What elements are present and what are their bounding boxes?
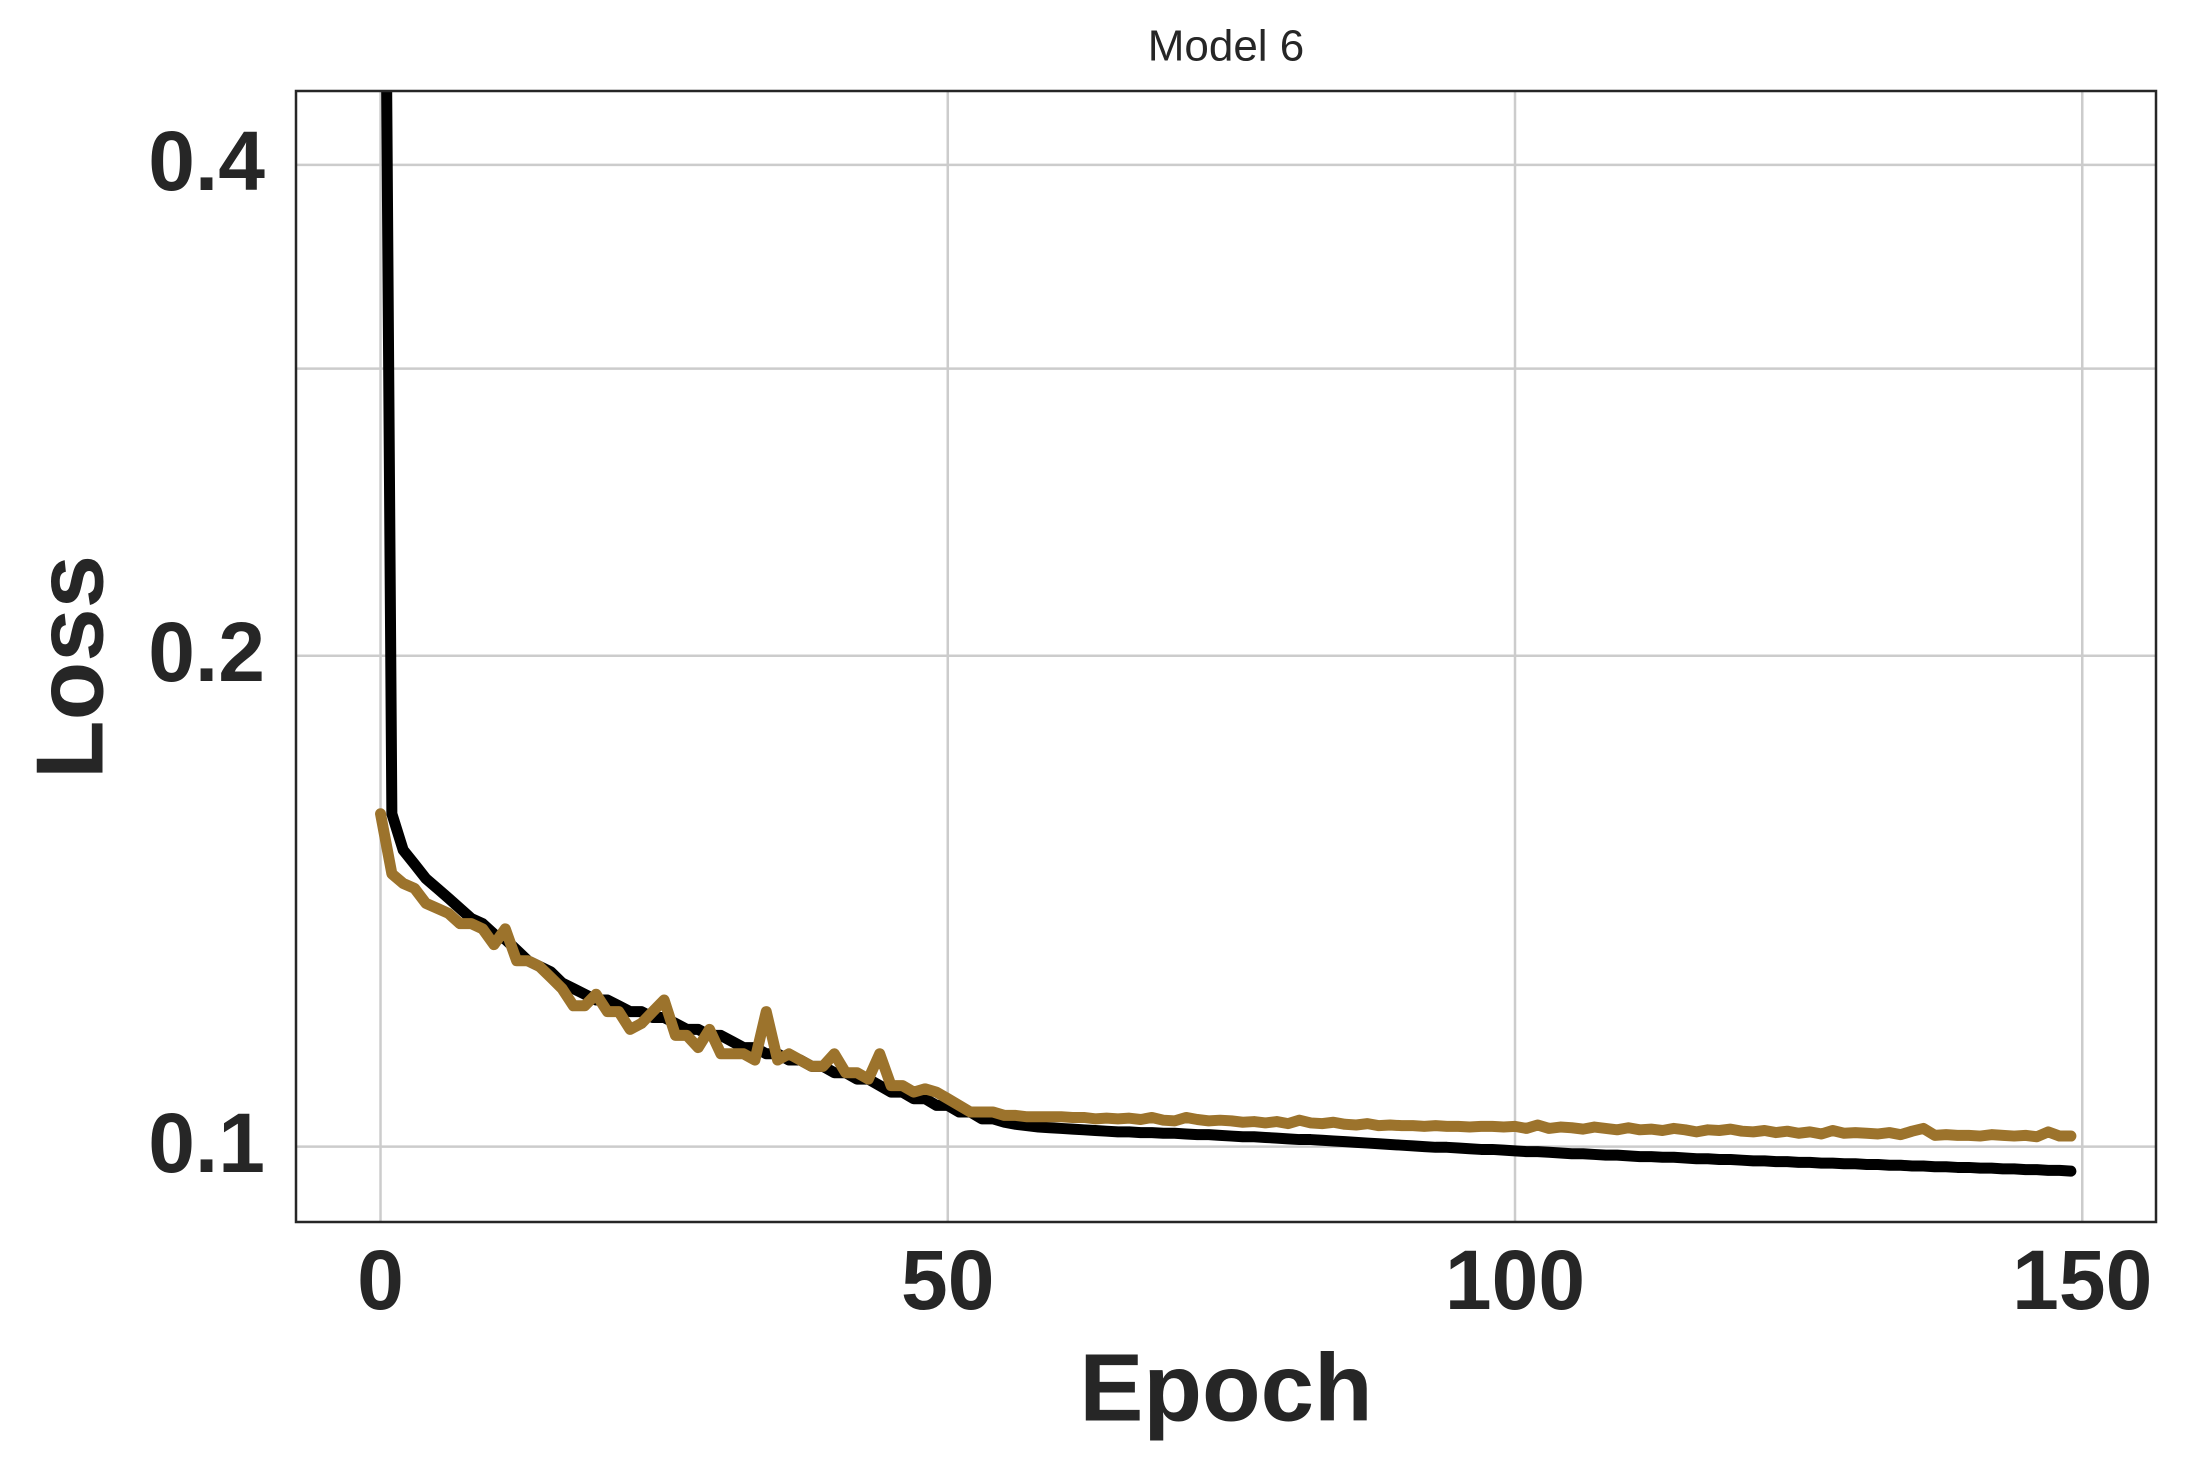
y-tick-label: 0.2 xyxy=(148,605,265,699)
y-tick-label: 0.4 xyxy=(148,114,265,208)
line-series xyxy=(375,808,2077,1143)
line-series xyxy=(381,91,2077,1177)
x-tick-label: 0 xyxy=(357,1233,404,1327)
x-tick-label: 50 xyxy=(901,1233,994,1327)
plot-area xyxy=(375,91,2077,1177)
tick-labels: 0 50 100 150 0.1 0.2 0.4 xyxy=(148,114,2152,1327)
axes-frame xyxy=(294,89,2158,1224)
y-axis-label: Loss xyxy=(16,555,123,779)
chart-title: Model 6 xyxy=(1148,22,1305,71)
x-tick-label: 100 xyxy=(1445,1233,1585,1327)
x-axis-label: Epoch xyxy=(1079,1334,1372,1441)
y-tick-label: 0.1 xyxy=(148,1096,265,1190)
x-tick-label: 150 xyxy=(2012,1233,2152,1327)
grid xyxy=(296,91,2156,1222)
